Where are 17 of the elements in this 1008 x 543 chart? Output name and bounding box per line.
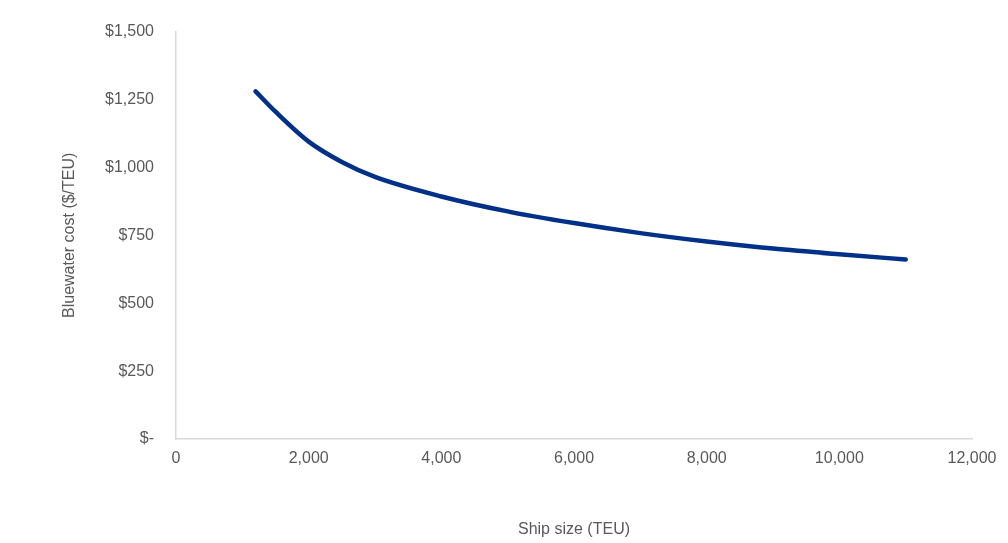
y-tick-label: $500 (118, 293, 155, 311)
x-tick-label: 2,000 (288, 449, 329, 467)
x-tick-label: 10,000 (814, 449, 864, 467)
x-tick-label: 4,000 (421, 449, 462, 467)
y-tick-label: $1,250 (105, 89, 155, 107)
y-tick-label: $750 (118, 225, 155, 243)
x-tick-label: 12,000 (947, 449, 997, 467)
y-tick-label: $250 (118, 361, 155, 379)
line-series (253, 89, 908, 262)
y-tick-label: $1,000 (105, 157, 155, 175)
x-tick-label: 6,000 (553, 449, 595, 467)
y-tick-label: $1,500 (105, 22, 155, 40)
y-axis-title: Bluewater cost ($/TEU) (60, 152, 78, 318)
x-tick-label: 8,000 (686, 449, 727, 467)
y-tick-label: $- (139, 429, 154, 447)
x-tick-label: 0 (171, 449, 181, 467)
x-axis-title: Ship size (TEU) (517, 519, 631, 537)
